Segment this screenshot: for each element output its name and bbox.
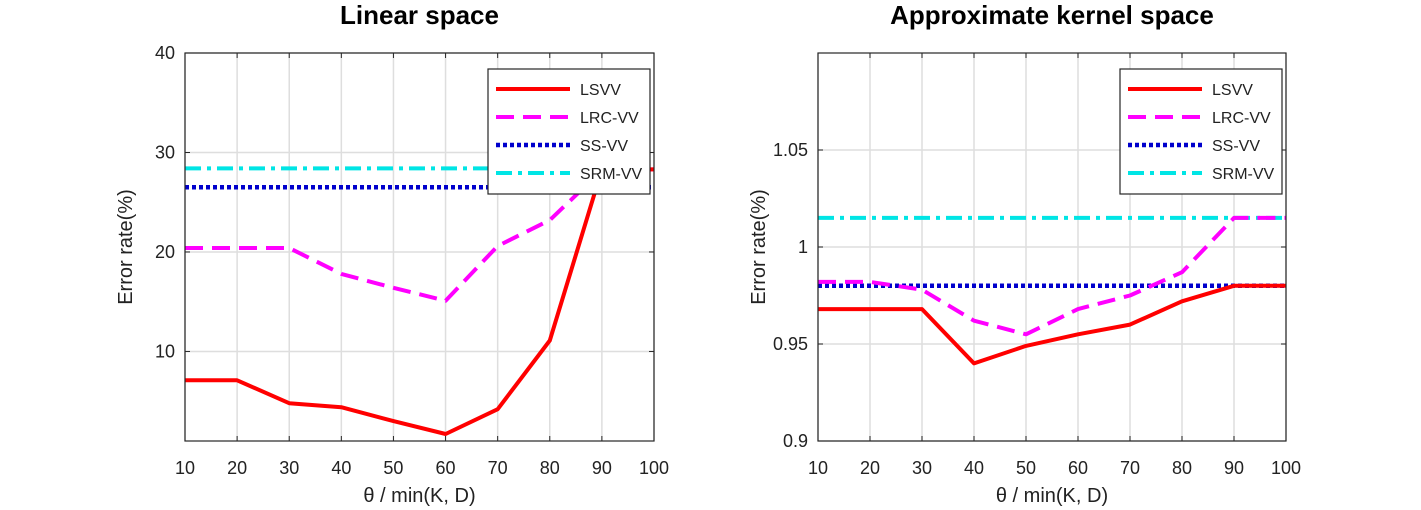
x-tick-label: 50 [383,458,403,478]
legend-label: LSVV [580,82,621,99]
chart-panel-2: 10 20 30 40 50 60 70 80 90 100 0.9 0.95 1 1.05 Approxi… [748,0,1301,507]
y-tick-label: 40 [155,43,175,63]
legend-label: LRC-VV [1212,110,1271,127]
y-tick-label: 0.95 [773,334,808,354]
legend: LSVV LRC-VV SS-VV SRM-VV [487,68,651,195]
chart-title: Approximate kernel space [890,0,1214,30]
y-tick-label: 20 [155,242,175,262]
x-tick-label: 30 [912,458,932,478]
series-line-lsvv [185,167,654,436]
x-tick-label: 40 [964,458,984,478]
chart-title: Linear space [340,0,499,30]
legend-label: LRC-VV [580,110,639,127]
x-tick-label: 70 [1120,458,1140,478]
y-tick-label: 1 [798,237,808,257]
x-tick-label: 20 [860,458,880,478]
x-axis-label: θ / min(K, D) [363,485,475,507]
y-tick-label: 0.9 [783,431,808,451]
x-tick-label: 100 [639,458,669,478]
legend: LSVV LRC-VV SS-VV SRM-VV [1119,68,1283,195]
y-tick-label: 10 [155,341,175,361]
x-tick-label: 60 [1068,458,1088,478]
x-tick-label: 80 [540,458,560,478]
legend-label: SS-VV [1212,138,1260,155]
y-axis-label: Error rate(%) [748,189,770,305]
x-tick-label: 70 [488,458,508,478]
series-line-lsvv [818,283,1286,366]
legend-label: SRM-VV [580,166,643,183]
x-tick-label: 20 [227,458,247,478]
x-tick-label: 50 [1016,458,1036,478]
y-tick-label: 30 [155,142,175,162]
series-group [818,215,1286,366]
legend-label: SS-VV [580,138,628,155]
legend-label: SRM-VV [1212,166,1275,183]
legend-label: LSVV [1212,82,1253,99]
axes-box [184,52,655,442]
x-tick-label: 40 [331,458,351,478]
y-tick-label: 1.05 [773,140,808,160]
x-tick-label: 10 [175,458,195,478]
x-tick-label: 60 [436,458,456,478]
x-tick-label: 90 [1224,458,1244,478]
series-line-lrc-vv [185,167,654,303]
x-tick-label: 10 [808,458,828,478]
y-axis-label: Error rate(%) [115,189,137,305]
x-axis-label: θ / min(K, D) [996,485,1108,507]
chart-panel-1: 10 20 30 40 50 60 70 80 90 100 10 20 30 40 Linear spac… [115,0,669,507]
series-line-lrc-vv [818,215,1286,337]
x-tick-label: 100 [1271,458,1301,478]
x-tick-label: 30 [279,458,299,478]
x-tick-label: 90 [592,458,612,478]
x-tick-label: 80 [1172,458,1192,478]
